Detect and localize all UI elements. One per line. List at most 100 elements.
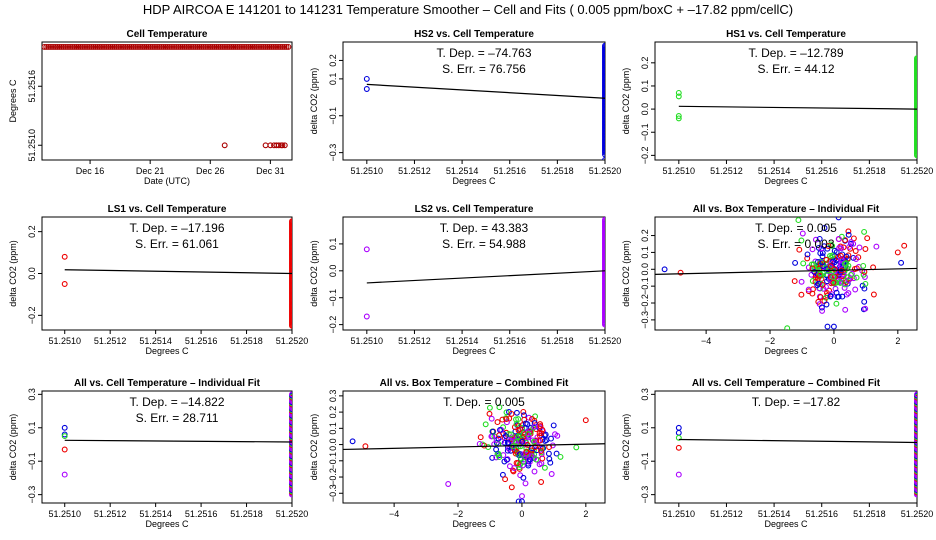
data-point [515,460,521,467]
data-point [537,423,544,430]
series-point [675,429,682,436]
x-tick-label: −4 [701,336,711,346]
data-point [850,235,857,242]
data-point [520,474,527,481]
data-point [800,260,807,267]
data-point [503,416,510,423]
series-point [179,43,186,50]
data-point [853,265,860,272]
series-point [363,86,370,92]
data-point [519,493,525,500]
data-point [842,237,849,244]
series-point [156,43,163,50]
data-point [496,404,503,411]
y-tick-label: −0.1 [328,452,338,470]
outlier-point [602,151,605,158]
y-tick-label: 0.1 [640,422,650,435]
data-point [486,404,493,411]
x-tick-label: 2 [583,509,588,519]
x-tick-label: 51.2510 [48,336,81,346]
series-point [71,43,78,50]
series-point [223,43,229,50]
x-axis-label: Degrees C [145,519,189,529]
x-axis-label: Date (UTC) [144,176,190,186]
series-point [240,43,246,50]
x-tick-label: 51.2512 [710,166,743,176]
x-tick-label: 51.2518 [230,336,263,346]
series-point [255,43,262,50]
series-point [166,43,173,50]
data-point [548,471,555,477]
data-point [835,236,842,242]
series-point [130,43,137,50]
series-point [270,43,277,50]
series-point [134,43,141,50]
y-tick-label: 0.0 [27,267,37,280]
series-point [126,43,133,50]
x-tick-label: 51.2510 [663,509,696,519]
series-point [61,446,68,453]
data-point [862,246,869,252]
outlier-point [362,443,369,450]
data-point [824,266,831,273]
data-point [837,279,844,286]
data-point [488,415,495,422]
series-point [42,43,48,50]
series-point [675,471,682,478]
x-tick-label: 0 [519,509,524,519]
series-point [198,43,205,50]
x-axis-label: Degrees C [764,346,808,356]
x-tick-label: 51.2518 [541,166,574,176]
series-point [188,43,195,50]
x-tick-label: 51.2514 [446,336,479,346]
data-point [832,285,839,292]
series-point [249,43,256,50]
series-point [363,75,370,82]
data-point [795,217,802,224]
x-tick-label: 51.2512 [710,509,743,519]
data-point [537,437,544,444]
data-point [496,432,503,439]
data-point [845,231,852,238]
data-point [519,462,526,469]
series-point [202,43,209,50]
data-point [841,284,848,291]
x-tick-label: 51.2520 [589,166,622,176]
series-point [90,43,97,50]
outlier-point [830,323,837,330]
series-point [66,43,72,50]
y-axis-label: delta CO2 (ppm) [309,240,319,307]
data-point [810,261,817,268]
series-point [147,43,154,50]
y-tick-label: 0.1 [328,238,338,251]
data-point [841,260,848,267]
series-point [54,43,61,50]
series-point [285,43,292,50]
data-point [548,435,554,442]
annotation-text: S. Err. = 76.756 [442,62,526,76]
series-point [141,43,148,50]
series-point [217,43,224,50]
series-point [47,43,54,50]
y-tick-label: 51.2510 [27,129,37,162]
series-point [185,43,192,50]
data-point [538,451,545,458]
x-tick-label: 51.2510 [351,166,384,176]
data-point [503,409,510,416]
data-point [522,480,529,487]
series-point [43,43,50,50]
data-point [860,262,867,269]
fit-line [678,105,917,110]
data-point [501,439,508,446]
data-point [809,290,816,297]
data-point [830,258,837,265]
series-point [122,43,129,50]
data-point [827,263,834,270]
data-point [817,294,824,301]
series-point [61,471,68,478]
data-point [844,265,851,272]
series-point [914,55,917,62]
data-point [531,420,538,427]
series-point [83,43,89,50]
chart-title: HS2 vs. Cell Temperature [414,29,534,40]
